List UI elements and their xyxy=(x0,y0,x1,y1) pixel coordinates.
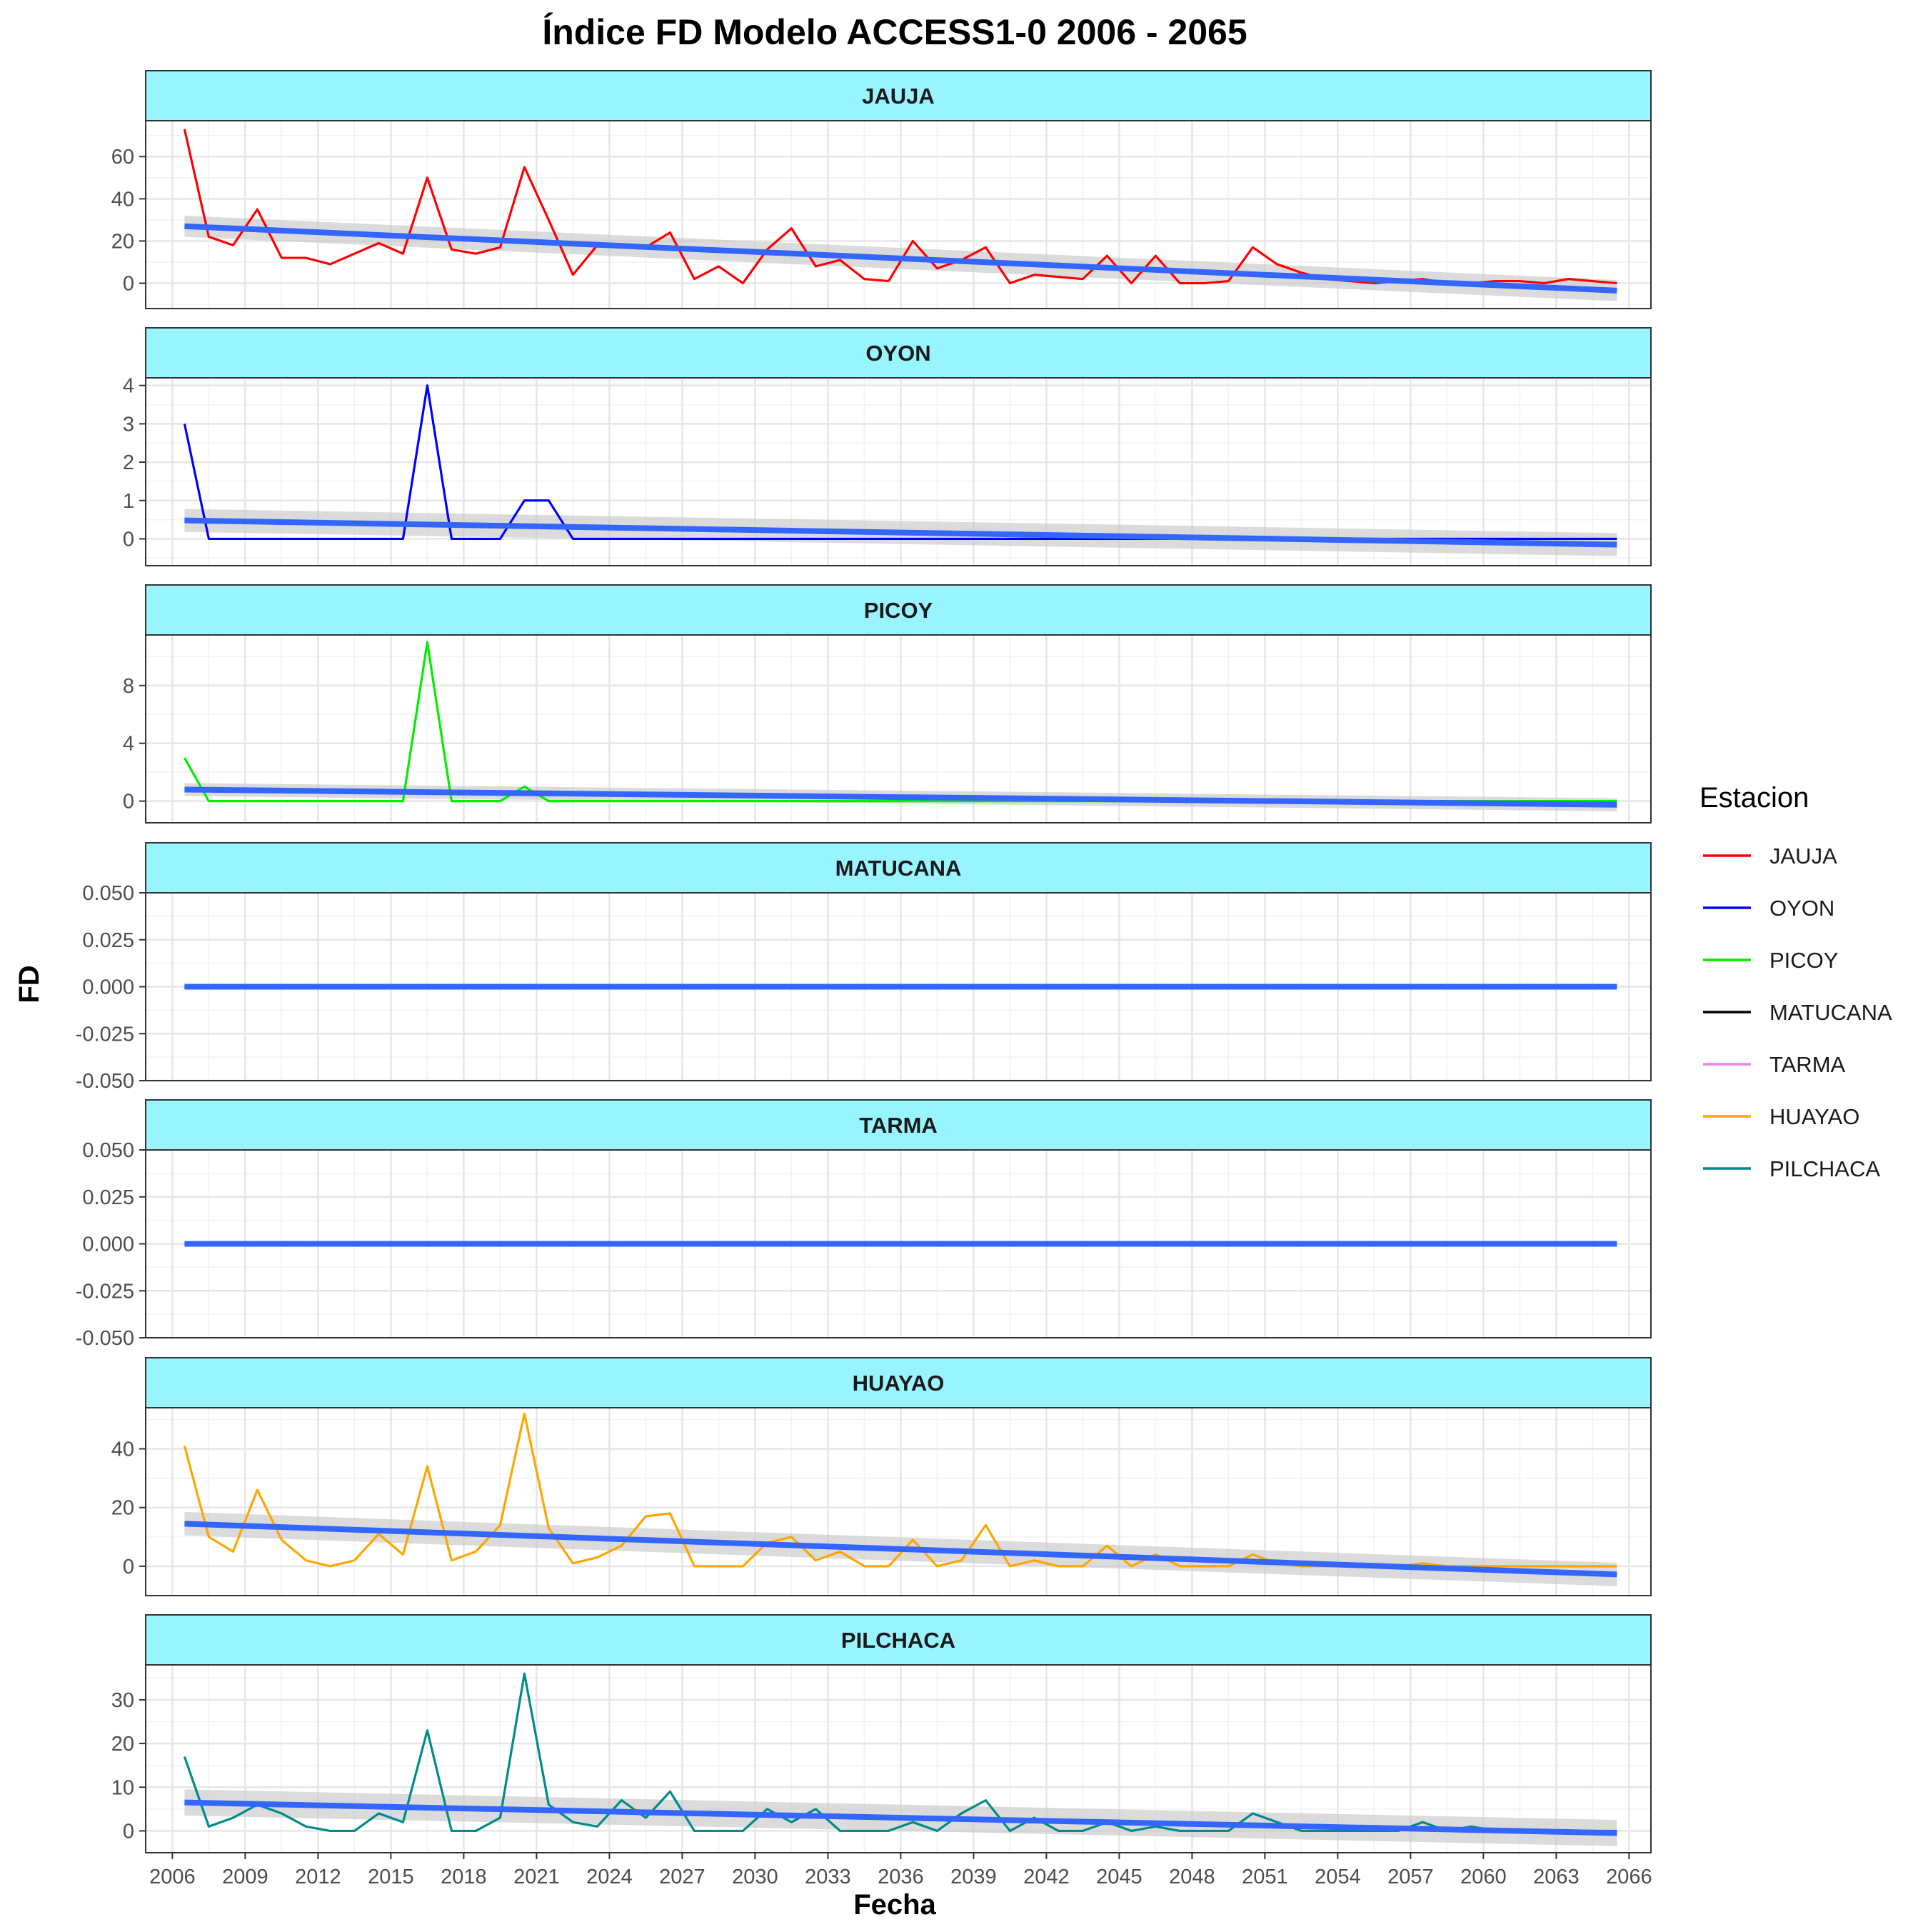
y-tick-label: 20 xyxy=(111,230,134,253)
panel-oyon: OYON 0 1 2 3 4 xyxy=(123,327,1652,566)
panel-border xyxy=(145,1407,1652,1596)
panel-pilchaca: PILCHACA 0 10 20 30 xyxy=(111,1614,1652,1853)
x-tick-label: 2009 xyxy=(222,1866,268,1888)
x-tick-label: 2066 xyxy=(1606,1866,1652,1888)
y-tick-label: 0 xyxy=(123,1556,134,1578)
strip-label-picoy: PICOY xyxy=(864,598,933,623)
panel-jauja: JAUJA 0 20 40 60 xyxy=(111,70,1652,309)
y-tick-label: 10 xyxy=(111,1776,134,1799)
panel-border xyxy=(145,120,1652,309)
x-tick-label: 2012 xyxy=(295,1866,341,1888)
x-tick-label: 2060 xyxy=(1460,1866,1507,1888)
y-tick-label: -0.025 xyxy=(76,1280,134,1303)
x-tick-label: 2030 xyxy=(732,1866,778,1888)
x-tick-label: 2018 xyxy=(441,1866,487,1888)
x-tick-label: 2033 xyxy=(805,1866,851,1888)
strip-tarma xyxy=(145,1099,1652,1151)
y-tick-label: 0.000 xyxy=(82,976,134,999)
x-tick-label: 2015 xyxy=(368,1866,414,1888)
legend: Estacion JAUJA OYON PICOY MATUCANA TARMA HUAY… xyxy=(1699,782,1892,1181)
y-tick-label: 1 xyxy=(123,490,134,513)
y-tick-label: 0 xyxy=(123,791,134,814)
x-tick-label: 2045 xyxy=(1096,1866,1143,1888)
legend-label-pilchaca: PILCHACA xyxy=(1769,1156,1880,1181)
strip-label-oyon: OYON xyxy=(865,341,930,366)
x-axis: 2006 2009 2012 2015 2018 2021 2024 2027 2030 2033… xyxy=(149,1853,1652,1888)
legend-label-oyon: OYON xyxy=(1769,896,1834,921)
trend-line-jauja xyxy=(184,223,1617,294)
strip-oyon xyxy=(145,327,1652,379)
x-tick-label: 2036 xyxy=(878,1866,924,1888)
y-tick-label: 0.000 xyxy=(82,1233,134,1256)
series-line-pilchaca xyxy=(183,1672,1617,1833)
panel-border xyxy=(145,892,1652,1081)
y-tick-label: 30 xyxy=(111,1689,134,1712)
y-tick-label: 20 xyxy=(111,1733,134,1756)
y-tick-label: 0 xyxy=(123,1820,134,1843)
legend-label-tarma: TARMA xyxy=(1769,1052,1846,1077)
y-tick-label: 0.050 xyxy=(82,1139,134,1162)
strip-label-matucana: MATUCANA xyxy=(835,856,962,881)
strip-label-huayao: HUAYAO xyxy=(853,1371,945,1396)
panel-border xyxy=(145,1664,1652,1853)
legend-label-huayao: HUAYAO xyxy=(1769,1104,1859,1129)
y-tick-label: 4 xyxy=(123,733,134,756)
trend-line-pilchaca xyxy=(184,1799,1617,1836)
panel-matucana: MATUCANA -0.050 -0.025 0.000 0.025 0.050 xyxy=(76,842,1652,1093)
strip-jauja xyxy=(145,70,1652,121)
x-tick-label: 2024 xyxy=(586,1866,633,1888)
x-tick-label: 2048 xyxy=(1169,1866,1215,1888)
y-tick-label: 60 xyxy=(111,146,134,169)
y-tick-label: -0.025 xyxy=(76,1023,134,1046)
y-tick-label: 0.025 xyxy=(82,1186,134,1209)
y-tick-label: 0 xyxy=(123,528,134,551)
y-tick-label: 0 xyxy=(123,273,134,296)
y-axis-title: FD xyxy=(14,965,45,1003)
y-tick-label: 0.050 xyxy=(82,882,134,905)
y-tick-label: 20 xyxy=(111,1497,134,1520)
x-tick-label: 2042 xyxy=(1023,1866,1070,1888)
strip-pilchaca xyxy=(145,1614,1652,1666)
x-tick-label: 2006 xyxy=(149,1866,196,1888)
trend-line-oyon xyxy=(184,517,1617,548)
x-tick-label: 2021 xyxy=(513,1866,560,1888)
panel-border xyxy=(145,1149,1652,1338)
panel-huayao: HUAYAO 0 20 40 xyxy=(111,1357,1652,1596)
x-tick-label: 2063 xyxy=(1533,1866,1580,1888)
legend-title: Estacion xyxy=(1699,782,1809,814)
strip-picoy xyxy=(145,584,1652,636)
y-tick-label: 40 xyxy=(111,188,134,211)
panel-tarma: TARMA -0.050 -0.025 0.000 0.025 0.050 xyxy=(76,1099,1652,1350)
trend-line-huayao xyxy=(184,1521,1617,1578)
trend-line-picoy xyxy=(184,786,1617,808)
x-tick-label: 2027 xyxy=(659,1866,706,1888)
chart-title: Índice FD Modelo ACCESS1-0 2006 - 2065 xyxy=(542,12,1247,52)
facet-panels: JAUJA 0 20 40 60 OYON 0 1 2 3 4 PICOY 0 4 8 MATUCANA -0.… xyxy=(76,70,1652,1853)
y-tick-label: 40 xyxy=(111,1438,134,1461)
y-tick-label: 8 xyxy=(123,675,134,698)
strip-label-tarma: TARMA xyxy=(859,1113,938,1138)
y-tick-label: 2 xyxy=(123,451,134,474)
legend-label-picoy: PICOY xyxy=(1769,948,1838,973)
x-tick-label: 2057 xyxy=(1387,1866,1434,1888)
legend-label-jauja: JAUJA xyxy=(1769,844,1837,869)
y-tick-label: -0.050 xyxy=(76,1070,134,1093)
y-tick-label: 0.025 xyxy=(82,929,134,952)
y-tick-label: 3 xyxy=(123,413,134,436)
panel-border xyxy=(145,377,1652,566)
x-axis-title: Fecha xyxy=(853,1889,936,1921)
panel-border xyxy=(145,634,1652,824)
y-tick-label: -0.050 xyxy=(76,1327,134,1350)
legend-label-matucana: MATUCANA xyxy=(1769,1000,1892,1025)
x-tick-label: 2054 xyxy=(1315,1866,1361,1888)
x-tick-label: 2039 xyxy=(950,1866,997,1888)
strip-matucana xyxy=(145,842,1652,894)
panel-picoy: PICOY 0 4 8 xyxy=(123,584,1652,824)
strip-label-jauja: JAUJA xyxy=(862,84,935,109)
strip-label-pilchaca: PILCHACA xyxy=(841,1628,955,1653)
y-tick-label: 4 xyxy=(123,375,134,398)
x-tick-label: 2051 xyxy=(1242,1866,1288,1888)
